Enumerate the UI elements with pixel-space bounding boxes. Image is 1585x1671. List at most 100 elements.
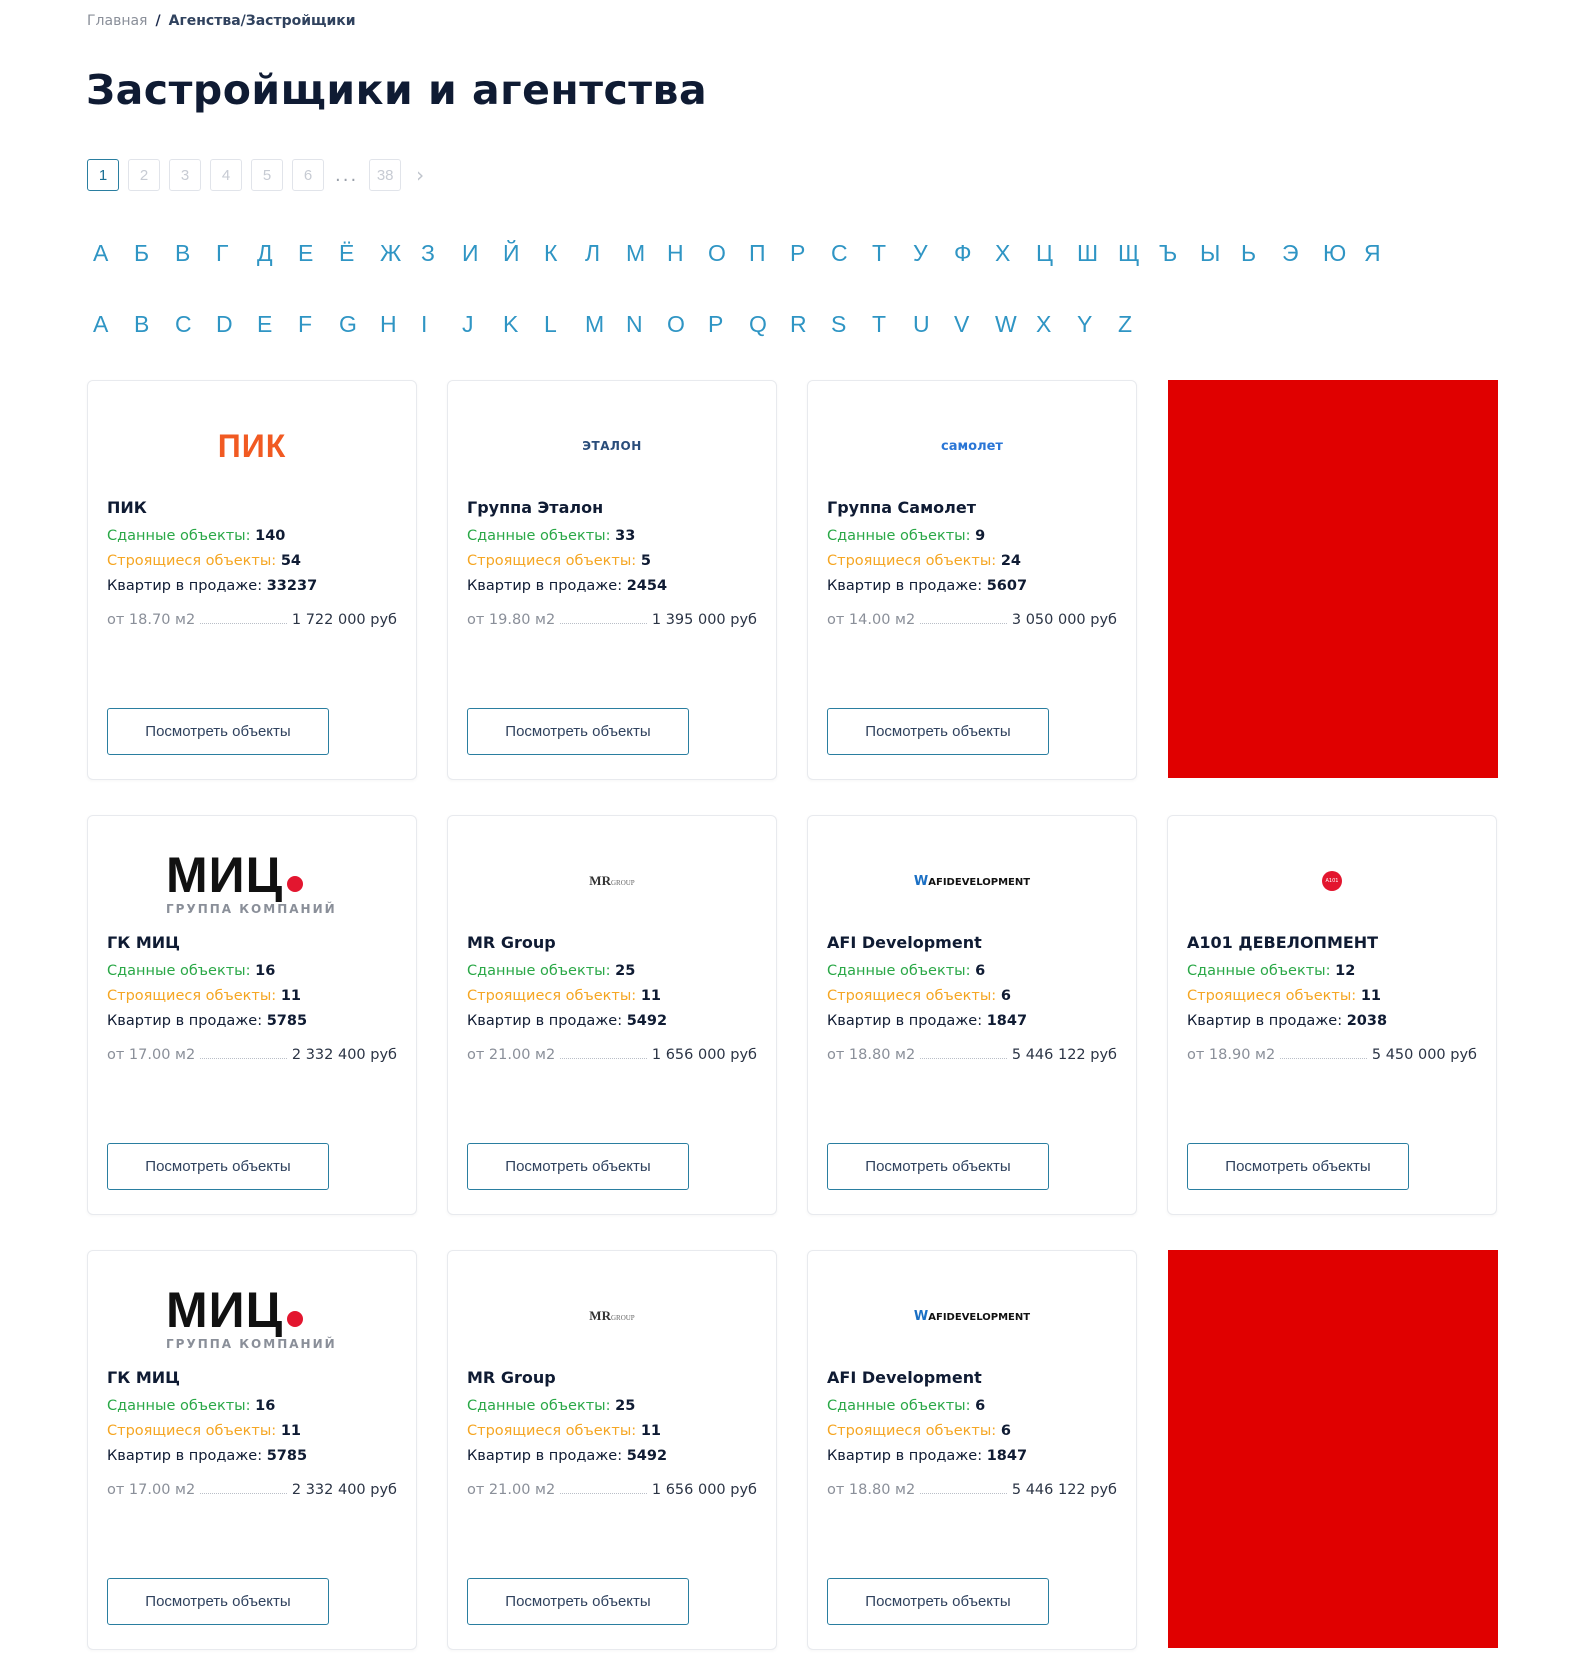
developer-name[interactable]: MR Group [467,1368,556,1387]
alphabet-ru-letter[interactable]: И [462,240,479,266]
alphabet-ru-letter[interactable]: Э [1282,240,1299,266]
page-button-3[interactable]: 3 [169,159,201,191]
alphabet-en-letter[interactable]: D [216,311,233,337]
alphabet-ru-letter[interactable]: Й [503,240,520,266]
logo-text: W [913,873,929,889]
view-objects-button[interactable]: Посмотреть объекты [467,708,689,755]
page-button-last[interactable]: 38 [369,159,402,191]
alphabet-ru-letter[interactable]: Л [585,240,601,266]
developer-logo[interactable]: WAFIDEVELOPMENT [808,1281,1136,1351]
alphabet-ru-letter[interactable]: Е [298,240,314,266]
alphabet-en-letter[interactable]: J [462,311,474,337]
developer-name[interactable]: ПИК [107,498,147,517]
alphabet-ru-letter[interactable]: Д [257,240,273,266]
alphabet-ru-letter[interactable]: С [831,240,848,266]
developer-logo[interactable]: A101 [1168,846,1496,916]
alphabet-ru-letter[interactable]: Ц [1036,240,1054,266]
page-button-6[interactable]: 6 [292,159,324,191]
alphabet-ru-letter[interactable]: Ё [339,240,355,266]
alphabet-ru-letter[interactable]: Р [790,240,806,266]
view-objects-button[interactable]: Посмотреть объекты [467,1578,689,1625]
alphabet-ru-letter[interactable]: Х [995,240,1011,266]
alphabet-ru-letter[interactable]: З [421,240,435,266]
developer-name[interactable]: Группа Эталон [467,498,604,517]
developer-logo[interactable]: МИЦ ГРУППА КОМПАНИЙ [88,846,416,916]
alphabet-ru-letter[interactable]: Б [134,240,150,266]
alphabet-ru-letter[interactable]: Т [872,240,887,266]
alphabet-en-letter[interactable]: C [175,311,192,337]
alphabet-ru-letter[interactable]: Ъ [1159,240,1178,266]
developer-logo[interactable]: самолет [808,411,1136,481]
page-button-2[interactable]: 2 [128,159,160,191]
alphabet-ru-letter[interactable]: А [93,240,109,266]
developer-name[interactable]: А101 ДЕВЕЛОПМЕНТ [1187,933,1379,952]
developer-name[interactable]: MR Group [467,933,556,952]
developer-logo[interactable]: МИЦ ГРУППА КОМПАНИЙ [88,1281,416,1351]
alphabet-en-letter[interactable]: U [913,311,930,337]
alphabet-en-letter[interactable]: E [257,311,273,337]
ad-banner[interactable] [1168,380,1498,778]
developer-name[interactable]: ГК МИЦ [107,933,180,952]
alphabet-en-letter[interactable]: N [626,311,643,337]
alphabet-en-letter[interactable]: A [93,311,109,337]
alphabet-ru-letter[interactable]: П [749,240,766,266]
chevron-right-icon[interactable]: › [416,163,425,187]
view-objects-button[interactable]: Посмотреть объекты [107,708,329,755]
alphabet-en-letter[interactable]: Q [749,311,767,337]
alphabet-ru-letter[interactable]: Г [216,240,229,266]
alphabet-en-letter[interactable]: O [667,311,685,337]
view-objects-button[interactable]: Посмотреть объекты [827,708,1049,755]
view-objects-button[interactable]: Посмотреть объекты [107,1578,329,1625]
alphabet-en-letter[interactable]: L [544,311,557,337]
alphabet-ru-letter[interactable]: В [175,240,191,266]
alphabet-ru-letter[interactable]: К [544,240,558,266]
page-button-4[interactable]: 4 [210,159,242,191]
alphabet-en-letter[interactable]: V [954,311,970,337]
developer-name[interactable]: AFI Development [827,933,982,952]
alphabet-ru-letter[interactable]: У [913,240,928,266]
view-objects-button[interactable]: Посмотреть объекты [1187,1143,1409,1190]
alphabet-ru-letter[interactable]: М [626,240,646,266]
alphabet-en-letter[interactable]: H [380,311,397,337]
alphabet-en-letter[interactable]: M [585,311,605,337]
view-objects-button[interactable]: Посмотреть объекты [107,1143,329,1190]
alphabet-ru-letter[interactable]: Ю [1323,240,1347,266]
alphabet-en-letter[interactable]: X [1036,311,1052,337]
alphabet-en-letter[interactable]: T [872,311,887,337]
alphabet-ru-letter[interactable]: Ф [954,240,972,266]
alphabet-ru-letter[interactable]: Ш [1077,240,1099,266]
alphabet-en-letter[interactable]: R [790,311,807,337]
developer-logo[interactable]: ЭТАЛОН [448,411,776,481]
page-button-5[interactable]: 5 [251,159,283,191]
developer-name[interactable]: ГК МИЦ [107,1368,180,1387]
alphabet-en-letter[interactable]: G [339,311,357,337]
alphabet-en-letter[interactable]: F [298,311,313,337]
alphabet-ru-letter[interactable]: Ж [380,240,402,266]
alphabet-en-letter[interactable]: S [831,311,847,337]
alphabet-en-letter[interactable]: Z [1118,311,1133,337]
alphabet-ru-letter[interactable]: Щ [1118,240,1140,266]
breadcrumb-home-link[interactable]: Главная [87,13,148,29]
view-objects-button[interactable]: Посмотреть объекты [827,1143,1049,1190]
alphabet-en-letter[interactable]: I [421,311,428,337]
alphabet-en-letter[interactable]: K [503,311,519,337]
alphabet-ru-letter[interactable]: Ы [1200,240,1221,266]
alphabet-ru-letter[interactable]: О [708,240,726,266]
page-button-1[interactable]: 1 [87,159,119,191]
alphabet-en-letter[interactable]: B [134,311,150,337]
ad-banner[interactable] [1168,1250,1498,1648]
view-objects-button[interactable]: Посмотреть объекты [827,1578,1049,1625]
alphabet-ru-letter[interactable]: Я [1364,240,1381,266]
view-objects-button[interactable]: Посмотреть объекты [467,1143,689,1190]
alphabet-ru-letter[interactable]: Ь [1241,240,1257,266]
developer-logo[interactable]: WAFIDEVELOPMENT [808,846,1136,916]
alphabet-ru-letter[interactable]: Н [667,240,684,266]
developer-logo[interactable]: MRGROUP [448,1281,776,1351]
developer-logo[interactable]: MRGROUP [448,846,776,916]
alphabet-en-letter[interactable]: P [708,311,724,337]
alphabet-en-letter[interactable]: Y [1077,311,1093,337]
developer-name[interactable]: Группа Самолет [827,498,977,517]
alphabet-en-letter[interactable]: W [995,311,1017,337]
developer-logo[interactable]: ПИК [88,411,416,481]
developer-name[interactable]: AFI Development [827,1368,982,1387]
